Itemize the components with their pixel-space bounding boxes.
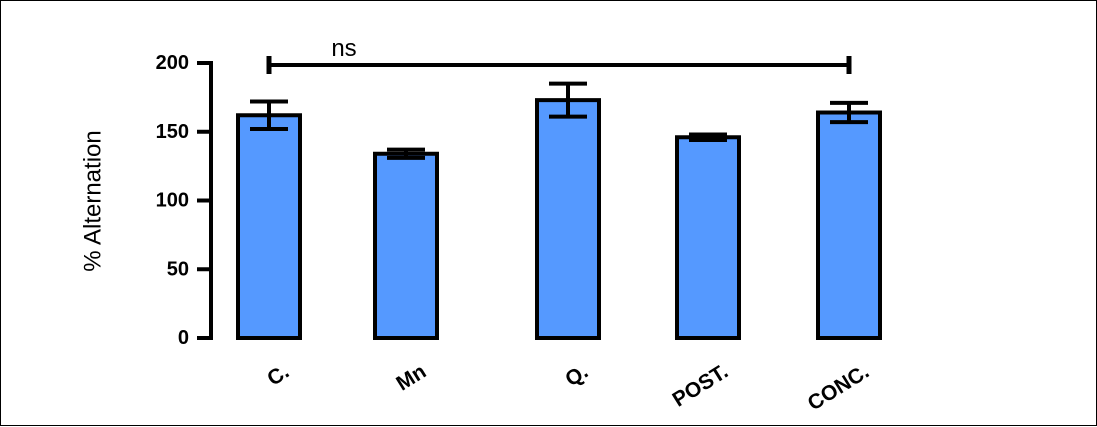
- y-tick-label: 200: [156, 52, 189, 74]
- bars: [236, 98, 882, 340]
- y-ticks: 0 50 100 150 200: [156, 52, 211, 349]
- x-tick-label: CONC.: [804, 360, 874, 415]
- bar: [535, 98, 601, 340]
- y-axis-title: % Alternation: [80, 130, 107, 271]
- bar: [373, 151, 439, 340]
- significance-bracket: ns: [266, 35, 852, 74]
- bar: [236, 113, 302, 340]
- error-bars: [250, 81, 868, 160]
- bar: [675, 135, 741, 340]
- x-tick-label: POST.: [669, 360, 733, 412]
- x-tick-label: Q.: [561, 360, 592, 391]
- y-tick-label: 50: [167, 258, 189, 280]
- significance-label: ns: [331, 35, 356, 62]
- x-tick-label: C.: [263, 360, 293, 391]
- y-tick-label: 0: [178, 327, 189, 349]
- x-tick-labels: C. Mn Q. POST. CONC.: [263, 360, 873, 415]
- y-tick-label: 100: [156, 190, 189, 212]
- bar: [816, 110, 882, 340]
- y-tick-label: 150: [156, 121, 189, 143]
- x-tick-label: Mn: [392, 360, 430, 396]
